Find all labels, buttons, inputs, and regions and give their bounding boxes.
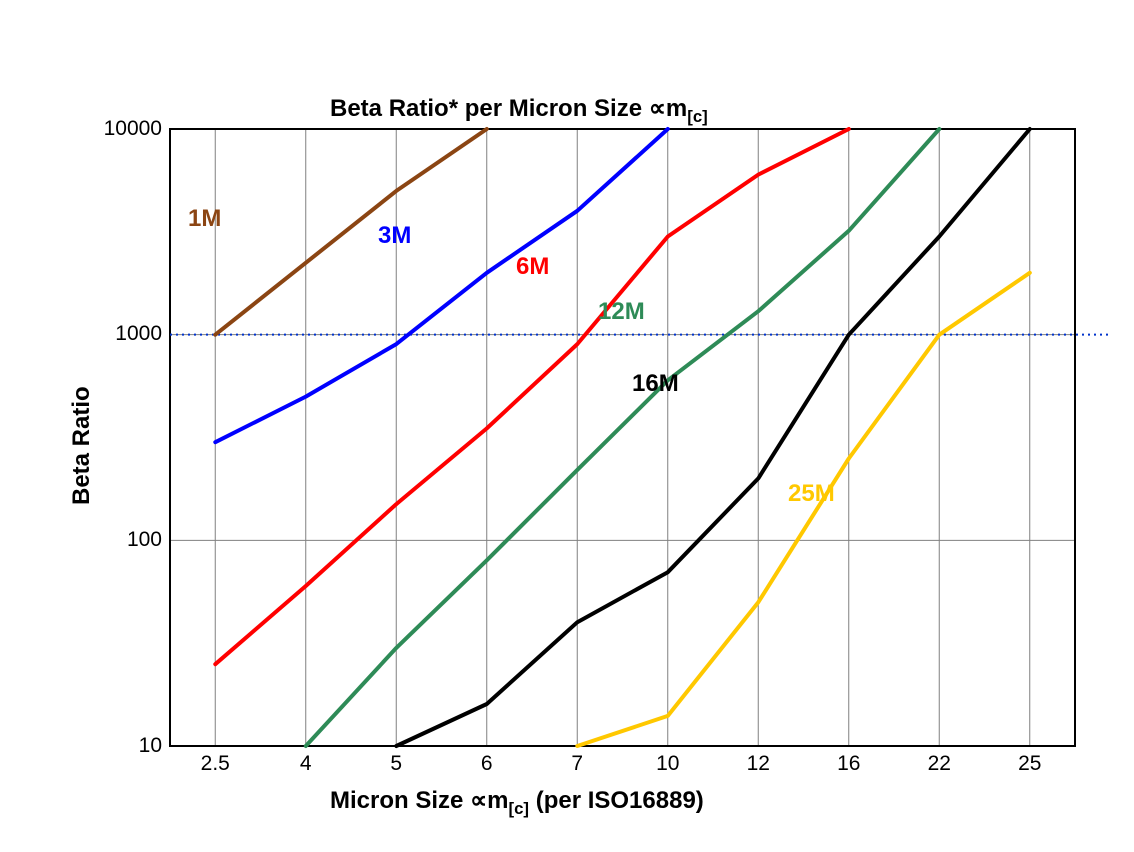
series-line-6M	[215, 129, 849, 664]
x-tick-label: 6	[457, 752, 517, 776]
x-tick-label: 22	[909, 752, 969, 776]
y-tick-label: 100	[127, 528, 162, 552]
series-label-12M: 12M	[598, 298, 645, 326]
series-label-6M: 6M	[516, 253, 549, 281]
x-tick-label: 10	[638, 752, 698, 776]
x-tick-label: 12	[728, 752, 788, 776]
y-tick-label: 10	[139, 734, 162, 758]
x-tick-label: 2.5	[185, 752, 245, 776]
series-line-16M	[396, 129, 1030, 746]
series-label-1M: 1M	[188, 205, 221, 233]
x-axis-label-sub: [c]	[509, 799, 530, 818]
x-tick-label: 25	[1000, 752, 1060, 776]
series-label-16M: 16M	[632, 370, 679, 398]
plot-area	[170, 129, 1075, 746]
y-axis-label: Beta Ratio	[68, 386, 96, 505]
series-line-25M	[577, 273, 1030, 746]
x-tick-label: 7	[547, 752, 607, 776]
x-axis-label: Micron Size ∝m[c] (per ISO16889)	[330, 786, 704, 819]
series-label-25M: 25M	[788, 480, 835, 508]
series-line-3M	[215, 129, 668, 442]
title-sub: [c]	[687, 107, 708, 126]
x-tick-label: 4	[276, 752, 336, 776]
x-tick-label: 5	[366, 752, 426, 776]
y-axis-label-text: Beta Ratio	[68, 386, 95, 505]
y-tick-label: 10000	[104, 117, 162, 141]
x-tick-label: 16	[819, 752, 879, 776]
y-tick-label: 1000	[115, 322, 162, 346]
chart-title: Beta Ratio* per Micron Size ∝m[c]	[330, 94, 708, 127]
series-label-3M: 3M	[378, 222, 411, 250]
x-axis-label-text: Micron Size ∝m	[330, 787, 509, 814]
title-text: Beta Ratio* per Micron Size ∝m	[330, 95, 687, 122]
x-axis-label-suffix: (per ISO16889)	[529, 787, 704, 814]
